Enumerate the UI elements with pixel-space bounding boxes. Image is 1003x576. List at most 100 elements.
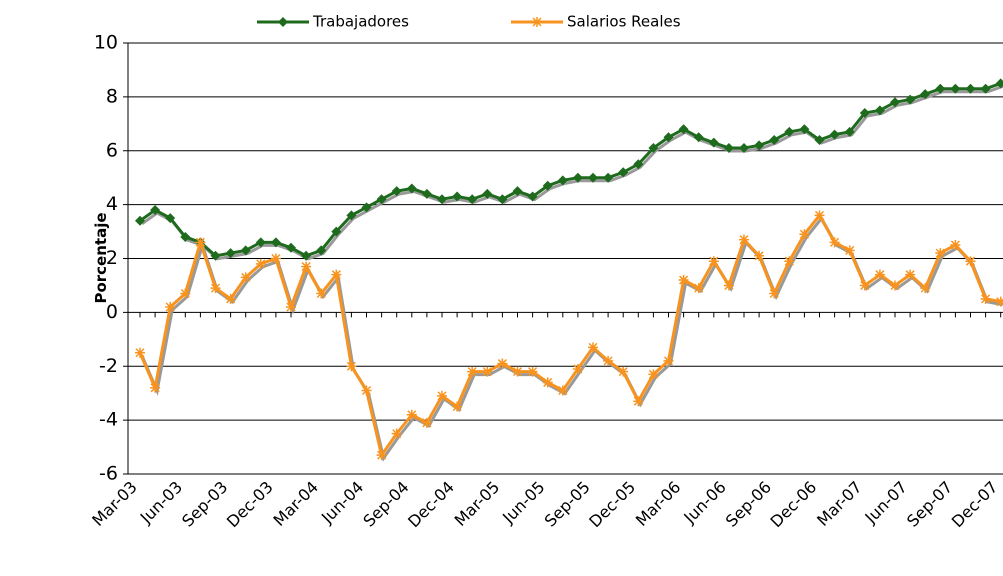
line-shadow [141,84,1003,261]
marker [950,240,961,251]
marker [859,108,870,119]
marker [980,83,991,94]
marker [814,210,825,221]
marker [874,105,885,116]
line [138,212,1001,459]
marker [844,245,855,256]
marker [437,390,447,401]
marker [663,355,674,366]
y-tick-label: -6 [99,463,118,485]
marker [572,363,583,374]
x-tick-label: Dec-04 [404,477,458,531]
marker [225,248,236,259]
marker [784,126,795,137]
marker [278,17,288,27]
marker [482,366,493,377]
y-tick-label: 6 [106,139,118,161]
marker [286,301,296,312]
marker [316,245,327,256]
marker [874,269,885,280]
marker [920,283,931,294]
marker [532,17,542,27]
marker [890,97,900,108]
marker [180,288,191,299]
marker [165,301,176,312]
marker [723,143,734,154]
marker [844,126,855,137]
marker [950,83,961,94]
marker [482,188,493,199]
marker [210,250,221,261]
marker [754,140,765,151]
marker [467,194,478,205]
marker [240,245,251,256]
marker [693,283,704,294]
x-tick-label: Mar-04 [269,477,322,530]
y-tick-label: 2 [106,247,118,269]
marker [150,205,161,216]
marker [270,237,281,248]
marker [603,355,614,366]
marker [618,167,629,178]
line-shadow [140,215,1003,462]
marker [376,450,387,461]
marker [799,229,810,240]
x-tick-label: Mar-03 [88,477,141,530]
legend-label: Salarios Reales [567,13,681,31]
marker [708,137,719,148]
marker [814,134,825,145]
y-tick-label: 4 [106,193,118,215]
x-tick-label: Sep-06 [722,477,775,530]
marker [663,132,674,143]
marker [708,256,719,267]
marker [301,250,312,261]
marker [920,89,931,100]
marker [452,401,463,412]
marker [633,396,644,407]
marker [361,202,372,213]
marker [829,237,840,248]
marker [633,159,644,170]
marker [346,210,357,221]
marker [693,132,704,143]
marker [361,385,372,396]
marker [497,358,508,369]
marker [391,428,402,439]
x-tick-label: Dec-03 [223,477,277,531]
marker [799,124,810,135]
x-tick-label: Sep-05 [541,477,594,530]
x-tick-label: Dec-05 [585,477,639,531]
x-tick-label: Sep-04 [359,477,412,530]
marker [195,237,206,248]
marker [557,175,568,186]
marker [859,280,870,291]
marker [210,283,221,294]
marker [286,242,296,253]
marker [618,366,629,377]
marker [467,366,478,377]
marker [739,234,749,245]
marker [542,180,553,191]
x-tick-label: Mar-05 [451,477,504,530]
x-tick-label: Jun-04 [317,477,367,527]
marker [527,191,538,202]
marker [588,342,598,353]
marker [980,293,991,304]
x-tick-label: Sep-07 [903,477,956,530]
marker [391,186,402,197]
x-tick-label: Mar-07 [813,477,866,530]
marker [165,213,176,224]
marker [316,288,327,299]
marker [557,385,568,396]
marker [331,269,342,280]
marker [588,172,598,183]
marker [829,129,840,140]
legend: Trabajadores Salarios Reales [245,8,750,38]
marker [437,194,447,205]
marker [497,194,508,205]
marker [754,250,765,261]
marker [905,94,916,105]
marker [421,417,432,428]
marker [512,186,523,197]
y-axis-label: Porcentaje [92,212,110,303]
